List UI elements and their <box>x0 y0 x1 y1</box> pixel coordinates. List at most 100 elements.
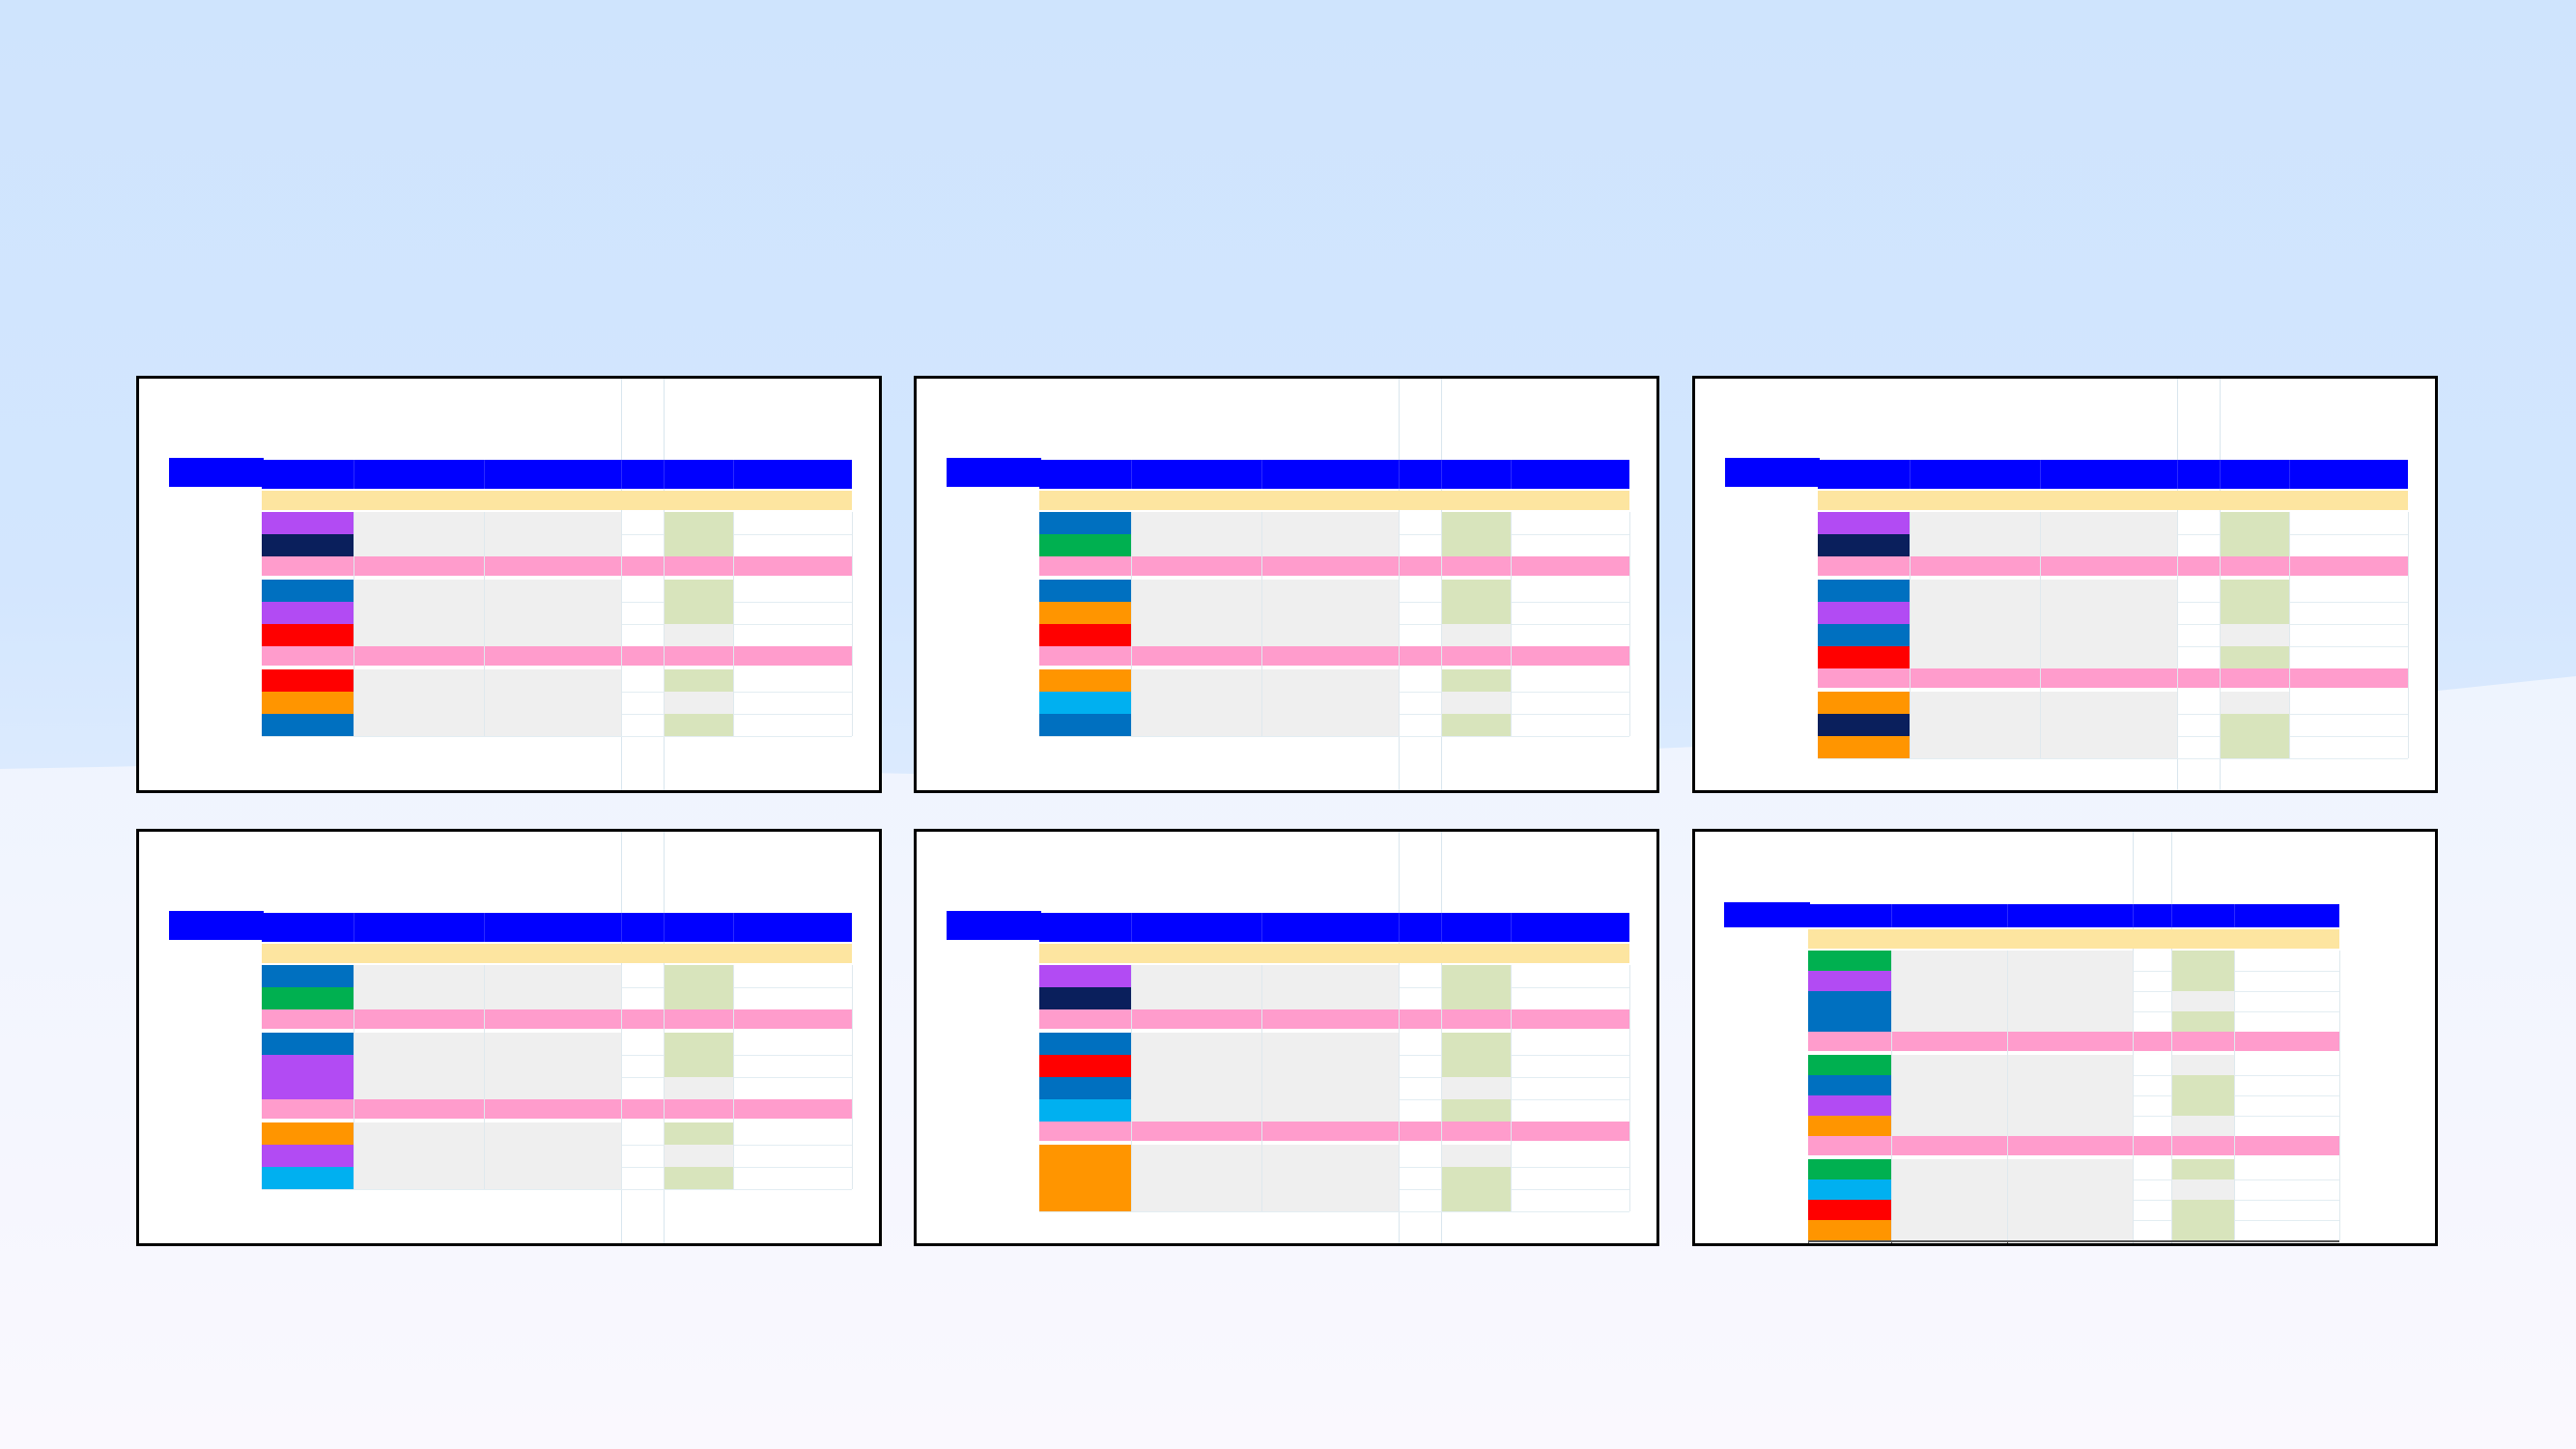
column-divider <box>733 512 734 736</box>
row-divider <box>1039 1211 1629 1212</box>
color-swatch-blue <box>1808 1011 1891 1032</box>
data-cell <box>1891 991 2133 1011</box>
status-cell <box>2171 1055 2234 1075</box>
row-divider <box>1039 736 1629 737</box>
data-cell <box>1910 692 2177 714</box>
header-divider <box>621 460 622 489</box>
data-cell <box>354 580 621 602</box>
status-cell <box>1441 1033 1511 1055</box>
status-cell <box>2220 624 2289 646</box>
color-swatch-blue <box>1808 991 1891 1011</box>
color-swatch-orange <box>1818 736 1910 758</box>
pink-band <box>1039 1122 1629 1141</box>
color-swatch-blue <box>1039 1033 1131 1055</box>
data-cell <box>1891 1055 2133 1075</box>
header-divider <box>2234 904 2235 927</box>
status-cell <box>2171 991 2234 1011</box>
color-swatch-red <box>1039 624 1131 646</box>
header-divider <box>621 913 622 942</box>
color-swatch-purple <box>262 1145 354 1167</box>
color-swatch-red <box>262 624 354 646</box>
data-cell <box>1131 1077 1399 1099</box>
status-cell <box>1441 1099 1511 1122</box>
header-divider <box>733 460 734 489</box>
status-cell <box>1441 965 1511 987</box>
data-cell <box>1891 1011 2133 1032</box>
header-divider <box>2289 460 2290 489</box>
color-swatch-cyan <box>1039 692 1131 714</box>
slide-thumbnail-4[interactable] <box>136 829 882 1246</box>
column-divider <box>1399 965 1400 1211</box>
color-swatch-orange <box>1039 602 1131 624</box>
header-divider <box>2133 904 2134 927</box>
color-swatch-purple <box>1039 965 1131 987</box>
data-cell <box>354 534 621 556</box>
header-divider <box>2007 904 2008 927</box>
data-cell <box>1891 1075 2133 1095</box>
column-divider <box>733 965 734 1189</box>
data-cell <box>1131 714 1399 736</box>
column-divider <box>852 965 853 1189</box>
color-swatch-orange <box>1039 1167 1131 1189</box>
color-swatch-orange <box>262 1122 354 1145</box>
data-cell <box>1910 602 2177 624</box>
status-cell <box>1441 534 1511 556</box>
header-divider <box>2177 460 2178 489</box>
column-divider <box>2007 951 2008 1240</box>
data-cell <box>1891 1159 2133 1179</box>
status-cell <box>1441 669 1511 692</box>
status-cell <box>664 692 733 714</box>
data-cell <box>354 624 621 646</box>
header-divider <box>2220 460 2221 489</box>
color-swatch-green <box>262 987 354 1009</box>
column-divider <box>1441 965 1442 1211</box>
status-cell <box>1441 692 1511 714</box>
pink-band <box>1818 556 2408 576</box>
color-swatch-blue <box>1808 1075 1891 1095</box>
data-cell <box>1131 624 1399 646</box>
status-cell <box>664 1077 733 1099</box>
color-swatch-cyan <box>1039 1099 1131 1122</box>
table-bottom-border <box>1808 1240 2339 1242</box>
data-cell <box>1131 1167 1399 1189</box>
slide-thumbnail-1[interactable] <box>136 376 882 793</box>
row-label-header <box>947 458 1041 487</box>
column-divider <box>1441 512 1442 736</box>
header-divider <box>664 913 665 942</box>
color-swatch-green <box>1808 1055 1891 1075</box>
color-swatch-orange <box>1039 1145 1131 1167</box>
status-cell <box>2220 714 2289 736</box>
status-cell <box>2171 1116 2234 1136</box>
data-cell <box>1131 580 1399 602</box>
slide-thumbnail-6[interactable] <box>1692 829 2438 1246</box>
status-cell <box>664 624 733 646</box>
row-label-header <box>1724 902 1810 927</box>
data-cell <box>1131 669 1399 692</box>
status-cell <box>1441 1189 1511 1211</box>
header-divider <box>1131 913 1132 942</box>
data-cell <box>1891 1200 2133 1220</box>
color-swatch-navy <box>262 534 354 556</box>
column-divider <box>1131 512 1132 736</box>
data-cell <box>354 1145 621 1167</box>
pink-band <box>1808 1136 2339 1155</box>
overflow-column-line <box>1891 1242 1892 1243</box>
data-cell <box>354 512 621 534</box>
slide-thumbnail-2[interactable] <box>914 376 1659 793</box>
slide-thumbnail-5[interactable] <box>914 829 1659 1246</box>
data-cell <box>1131 1099 1399 1122</box>
color-swatch-orange <box>1039 1189 1131 1211</box>
yellow-band <box>1039 491 1629 510</box>
status-cell <box>2220 512 2289 534</box>
data-cell <box>1131 692 1399 714</box>
color-swatch-orange <box>1808 1116 1891 1136</box>
column-divider <box>621 512 622 736</box>
data-cell <box>1891 1179 2133 1200</box>
color-swatch-orange <box>1808 1220 1891 1240</box>
status-cell <box>1441 1145 1511 1167</box>
status-cell <box>2171 1011 2234 1032</box>
header-divider <box>484 913 485 942</box>
slide-thumbnail-3[interactable] <box>1692 376 2438 793</box>
header-divider <box>1441 913 1442 942</box>
status-cell <box>664 987 733 1009</box>
